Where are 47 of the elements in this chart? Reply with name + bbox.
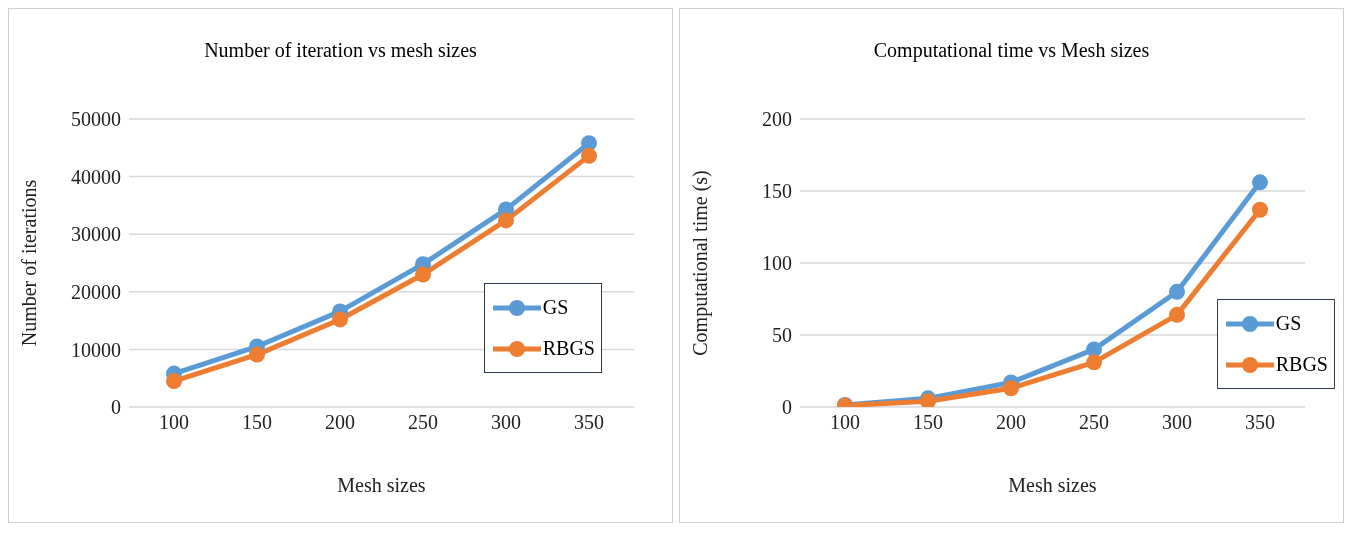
y-axis-title: Computational time (s) xyxy=(689,170,713,356)
y-tick-label: 0 xyxy=(782,396,792,419)
point xyxy=(1169,283,1185,300)
point xyxy=(332,311,348,328)
point xyxy=(1169,306,1185,323)
point xyxy=(415,266,431,283)
x-tick-label: 350 xyxy=(1245,411,1275,434)
point xyxy=(1003,380,1019,397)
y-tick-label: 150 xyxy=(762,180,792,203)
y-tick-label: 50000 xyxy=(71,108,121,131)
point xyxy=(1086,341,1102,358)
point xyxy=(249,346,265,363)
y-tick-label: 200 xyxy=(762,108,792,131)
point xyxy=(1252,201,1268,218)
legend-label: RBGS xyxy=(542,337,595,360)
x-tick-label: 150 xyxy=(242,411,272,434)
x-tick-label: 250 xyxy=(408,411,438,434)
y-tick-label: 50 xyxy=(772,324,792,347)
chart-title: Computational time vs Mesh sizes xyxy=(872,39,1151,64)
x-tick-label: 150 xyxy=(913,411,943,434)
point xyxy=(581,135,597,152)
y-tick-label: 40000 xyxy=(71,165,121,188)
x-tick-label: 350 xyxy=(574,411,604,434)
point xyxy=(581,147,597,164)
x-tick-label: 100 xyxy=(159,411,189,434)
y-tick-label: 100 xyxy=(762,252,792,275)
y-tick-label: 10000 xyxy=(71,338,121,361)
y-axis-title: Number of iterations xyxy=(18,179,41,347)
y-tick-label: 20000 xyxy=(71,280,121,303)
point xyxy=(166,373,182,390)
y-tick-label: 0 xyxy=(111,396,121,419)
x-axis-title: Mesh sizes xyxy=(1008,474,1097,496)
legend-label: GS xyxy=(1275,312,1302,335)
x-tick-label: 200 xyxy=(996,411,1026,434)
x-tick-label: 100 xyxy=(830,411,860,434)
point xyxy=(498,212,514,229)
x-tick-label: 200 xyxy=(325,411,355,434)
legend-label: GS xyxy=(542,296,569,319)
point xyxy=(1086,354,1102,371)
chart-title: Number of iteration vs mesh sizes xyxy=(203,39,478,63)
x-axis-title: Mesh sizes xyxy=(337,474,426,496)
point xyxy=(1252,174,1268,191)
x-tick-label: 300 xyxy=(491,411,521,434)
x-tick-label: 250 xyxy=(1079,411,1109,434)
legend-label: RBGS xyxy=(1275,353,1328,376)
y-tick-label: 30000 xyxy=(71,223,121,246)
x-tick-label: 300 xyxy=(1162,411,1192,434)
